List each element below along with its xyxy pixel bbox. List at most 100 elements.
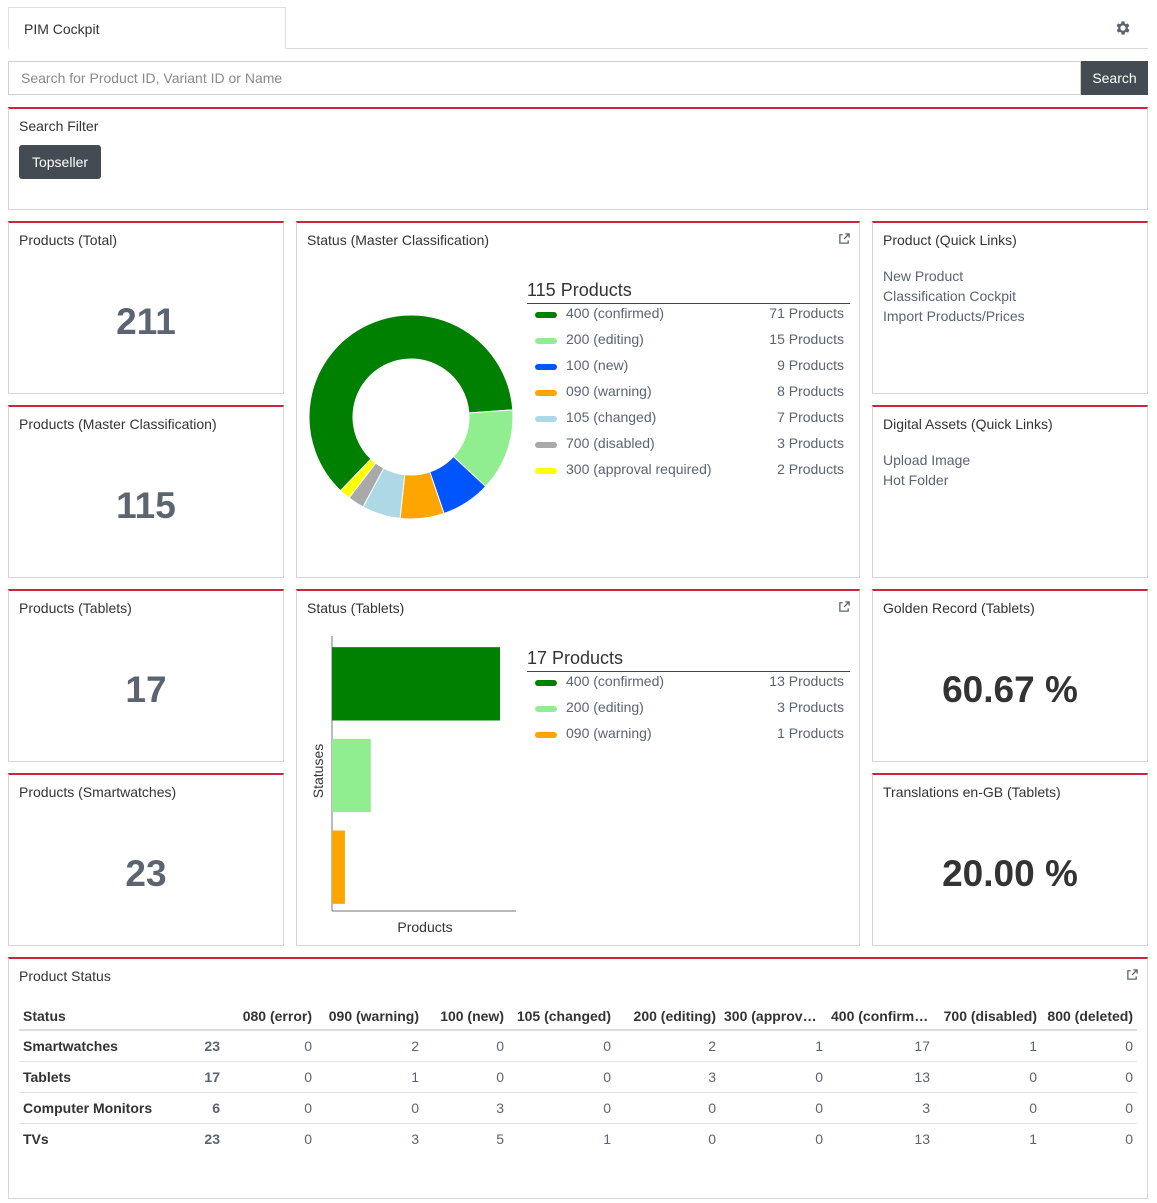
table-body: Smartwatches 23 0 2 0 0 2 1 17 1 0 Tablets 17 0 1 0 0 3 0 1… <box>19 1030 1137 1154</box>
column-header[interactable]: 400 (confirmed) <box>827 1002 934 1031</box>
bar-chart: Products Statuses <box>310 636 516 935</box>
kpi-value: 211 <box>116 301 176 342</box>
legend-swatch <box>535 680 557 686</box>
kpi-title: Products (Master Classification) <box>19 416 217 432</box>
classification-cockpit-link[interactable]: Classification Cockpit <box>883 288 1017 304</box>
legend-swatch <box>535 338 557 344</box>
column-header[interactable]: 300 (approval required) <box>720 1002 827 1031</box>
table-cell: 1 <box>1029 1130 1037 1147</box>
legend-label: 300 (approval required) <box>566 461 712 477</box>
import-products-link[interactable]: Import Products/Prices <box>883 308 1025 324</box>
table-cell: 0 <box>720 1061 827 1093</box>
legend-item: 105 (changed) 7 Products <box>527 408 850 434</box>
legend-label: 200 (editing) <box>566 331 644 347</box>
legend-label: 700 (disabled) <box>566 435 655 451</box>
quick-links-list: New Product Classification Cockpit Impor… <box>883 266 1025 326</box>
column-header[interactable]: 700 (disabled) <box>934 1002 1041 1031</box>
column-header[interactable]: Status <box>19 1002 184 1031</box>
gear-icon[interactable] <box>1114 19 1132 37</box>
legend-swatch <box>535 390 557 396</box>
search-button[interactable]: Search <box>1081 61 1148 95</box>
table-cell: 6 <box>184 1092 224 1124</box>
kpi-title: Products (Tablets) <box>19 600 132 616</box>
table-cell: 0 <box>1041 1030 1137 1062</box>
table-cell: 0 <box>423 1061 508 1093</box>
legend-value: 2 Products <box>777 461 844 477</box>
table-cell: 0 <box>934 1061 1041 1093</box>
legend-item: 090 (warning) 1 Products <box>527 724 850 750</box>
column-header[interactable]: 105 (changed) <box>508 1002 615 1031</box>
legend-label: 100 (new) <box>566 357 629 373</box>
chart-title: Status (Tablets) <box>307 600 405 616</box>
table-cell: Smartwatches <box>19 1030 184 1062</box>
topseller-filter-button[interactable]: Topseller <box>19 145 101 179</box>
table-cell: 3 <box>411 1130 419 1147</box>
external-link-icon[interactable] <box>838 600 851 613</box>
tab-pim-cockpit[interactable]: PIM Cockpit <box>8 7 286 49</box>
column-header[interactable]: 800 (deleted) <box>1041 1002 1137 1031</box>
table-cell: Computer Monitors <box>19 1092 184 1124</box>
table-title: Product Status <box>19 968 111 984</box>
column-header[interactable]: 100 (new) <box>423 1002 508 1031</box>
bar[interactable] <box>332 830 345 904</box>
table-cell: 0 <box>815 1130 823 1147</box>
bar[interactable] <box>332 738 371 813</box>
kpi-products-total: Products (Total) 211 <box>8 221 284 394</box>
legend-item: 200 (editing) 3 Products <box>527 698 850 724</box>
kpi-value: 20.00 % <box>942 853 1078 894</box>
legend-value: 71 Products <box>769 305 844 321</box>
table-cell: 1 <box>720 1030 827 1062</box>
y-axis-label: Statuses <box>310 744 326 798</box>
new-product-link[interactable]: New Product <box>883 268 964 284</box>
table-cell: 23 <box>184 1030 224 1062</box>
legend-item: 100 (new) 9 Products <box>527 356 850 382</box>
legend-item: 300 (approval required) 2 Products <box>527 460 850 486</box>
legend-item: 200 (editing) 15 Products <box>527 330 850 356</box>
column-header[interactable]: 090 (warning) <box>316 1002 423 1031</box>
bar[interactable] <box>332 647 500 721</box>
table-cell: 0 <box>720 1092 827 1124</box>
external-link-icon[interactable] <box>1126 968 1139 981</box>
legend-label: 400 (confirmed) <box>566 305 665 321</box>
legend-value: 9 Products <box>777 357 844 373</box>
kpi-products-master: Products (Master Classification) 115 <box>8 405 284 578</box>
table-cell: 0 <box>1041 1061 1137 1093</box>
column-header[interactable] <box>184 1002 224 1031</box>
legend-total: 115 Products <box>527 280 850 304</box>
quick-links-title: Product (Quick Links) <box>883 232 1017 248</box>
table-cell: 23 <box>204 1130 220 1147</box>
search-input[interactable] <box>8 61 1081 95</box>
search-filter-title: Search Filter <box>19 118 99 134</box>
table-row: Tablets 17 0 1 0 0 3 0 13 0 0 <box>19 1061 1137 1093</box>
kpi-value: 23 <box>125 853 167 894</box>
external-link-icon[interactable] <box>838 232 851 245</box>
legend-item: 400 (confirmed) 13 Products <box>527 672 850 698</box>
table-cell: 1 <box>603 1130 611 1147</box>
table-cell: 0 <box>1041 1092 1137 1124</box>
table-cell: 0 <box>304 1130 312 1147</box>
table-cell: 2 <box>316 1030 423 1062</box>
table-cell: 3 <box>615 1061 720 1093</box>
kpi-value: 115 <box>116 485 176 526</box>
table-cell: 17 <box>827 1030 934 1062</box>
table-cell: 0 <box>708 1130 716 1147</box>
table-cell: 0 <box>224 1092 316 1124</box>
hot-folder-link[interactable]: Hot Folder <box>883 472 949 488</box>
quick-links-title: Digital Assets (Quick Links) <box>883 416 1053 432</box>
column-header[interactable]: 080 (error) <box>224 1002 316 1031</box>
table-cell: 1 <box>934 1030 1041 1062</box>
legend-value: 3 Products <box>777 435 844 451</box>
legend-label: 090 (warning) <box>566 383 652 399</box>
donut-slice[interactable] <box>339 458 377 499</box>
upload-image-link[interactable]: Upload Image <box>883 452 971 468</box>
column-header[interactable]: 200 (editing) <box>615 1002 720 1031</box>
legend-swatch <box>535 416 557 422</box>
donut-slice[interactable] <box>308 314 514 492</box>
legend-value: 7 Products <box>777 409 844 425</box>
kpi-products-tablets: Products (Tablets) 17 <box>8 589 284 762</box>
legend-value: 1 Products <box>777 725 844 741</box>
kpi-title: Translations en-GB (Tablets) <box>883 784 1061 800</box>
x-axis-label: Products <box>397 919 452 935</box>
legend-value: 3 Products <box>777 699 844 715</box>
table-cell: 0 <box>615 1092 720 1124</box>
